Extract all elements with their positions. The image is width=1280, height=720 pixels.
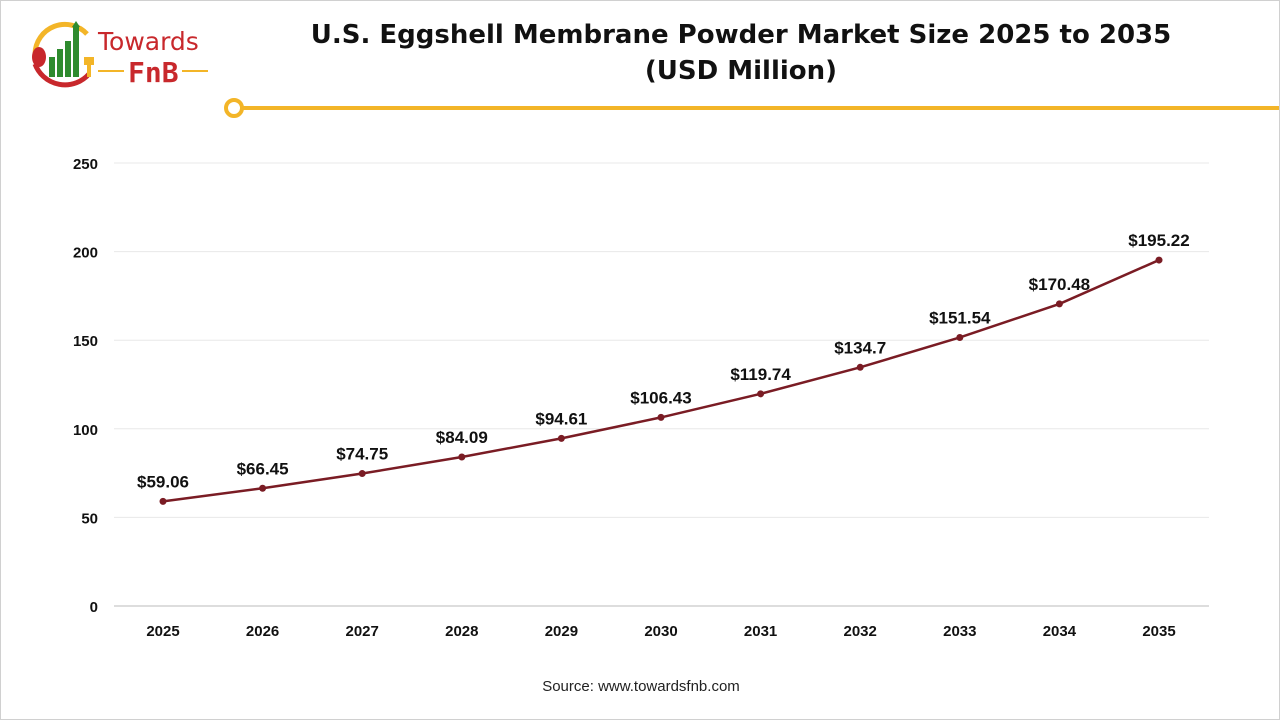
chart-title-line1: U.S. Eggshell Membrane Powder Market Siz…	[310, 20, 1172, 50]
data-point	[358, 470, 366, 478]
x-tick-label: 2027	[346, 623, 379, 640]
data-point	[259, 484, 267, 492]
data-label: $170.48	[1029, 275, 1090, 294]
data-point	[1055, 300, 1063, 308]
y-tick-label: 150	[73, 333, 98, 350]
data-label: $119.74	[730, 365, 791, 384]
y-tick-label: 100	[73, 422, 98, 439]
data-point	[856, 363, 864, 371]
x-tick-label: 2032	[844, 623, 877, 640]
data-label: $74.75	[336, 445, 388, 464]
x-tick-label: 2028	[445, 623, 478, 640]
x-tick-label: 2034	[1043, 623, 1077, 640]
data-label: $84.09	[436, 428, 488, 447]
y-tick-label: 250	[73, 156, 98, 173]
data-point	[757, 390, 765, 398]
x-tick-label: 2025	[146, 623, 179, 640]
data-point	[458, 453, 466, 461]
data-label: $151.54	[929, 308, 991, 327]
data-label: $59.06	[137, 472, 189, 491]
series-line	[162, 258, 1160, 503]
chart-title: U.S. Eggshell Membrane Powder Market Siz…	[301, 17, 1181, 89]
data-point	[657, 413, 665, 421]
source-note: Source: www.towardsfnb.com	[542, 678, 740, 695]
towards-fnb-logo	[27, 19, 107, 94]
y-tick-label: 50	[81, 510, 98, 527]
decorative-accent-line	[224, 98, 1279, 118]
data-point	[956, 333, 964, 341]
logo-lines	[98, 70, 208, 72]
x-tick-label: 2033	[943, 623, 976, 640]
data-label: $195.22	[1128, 231, 1189, 250]
data-point	[557, 434, 565, 442]
y-tick-label: 0	[90, 599, 98, 616]
x-tick-label: 2026	[246, 623, 279, 640]
x-tick-label: 2029	[545, 623, 578, 640]
chart-title-line2: (USD Million)	[644, 56, 838, 86]
logo-text-fnb: FnB	[128, 56, 179, 89]
data-point	[1155, 256, 1163, 264]
data-label: $66.45	[237, 459, 289, 478]
y-tick-label: 200	[73, 245, 98, 262]
x-tick-label: 2035	[1142, 623, 1175, 640]
data-label: $106.43	[630, 388, 691, 407]
data-label: $134.7	[834, 338, 886, 357]
x-tick-label: 2030	[644, 623, 677, 640]
logo-text-towards: Towards	[98, 27, 199, 56]
logo-icon	[32, 21, 94, 88]
data-label: $94.61	[535, 409, 587, 428]
data-point	[159, 497, 167, 505]
x-tick-label: 2031	[744, 623, 777, 640]
